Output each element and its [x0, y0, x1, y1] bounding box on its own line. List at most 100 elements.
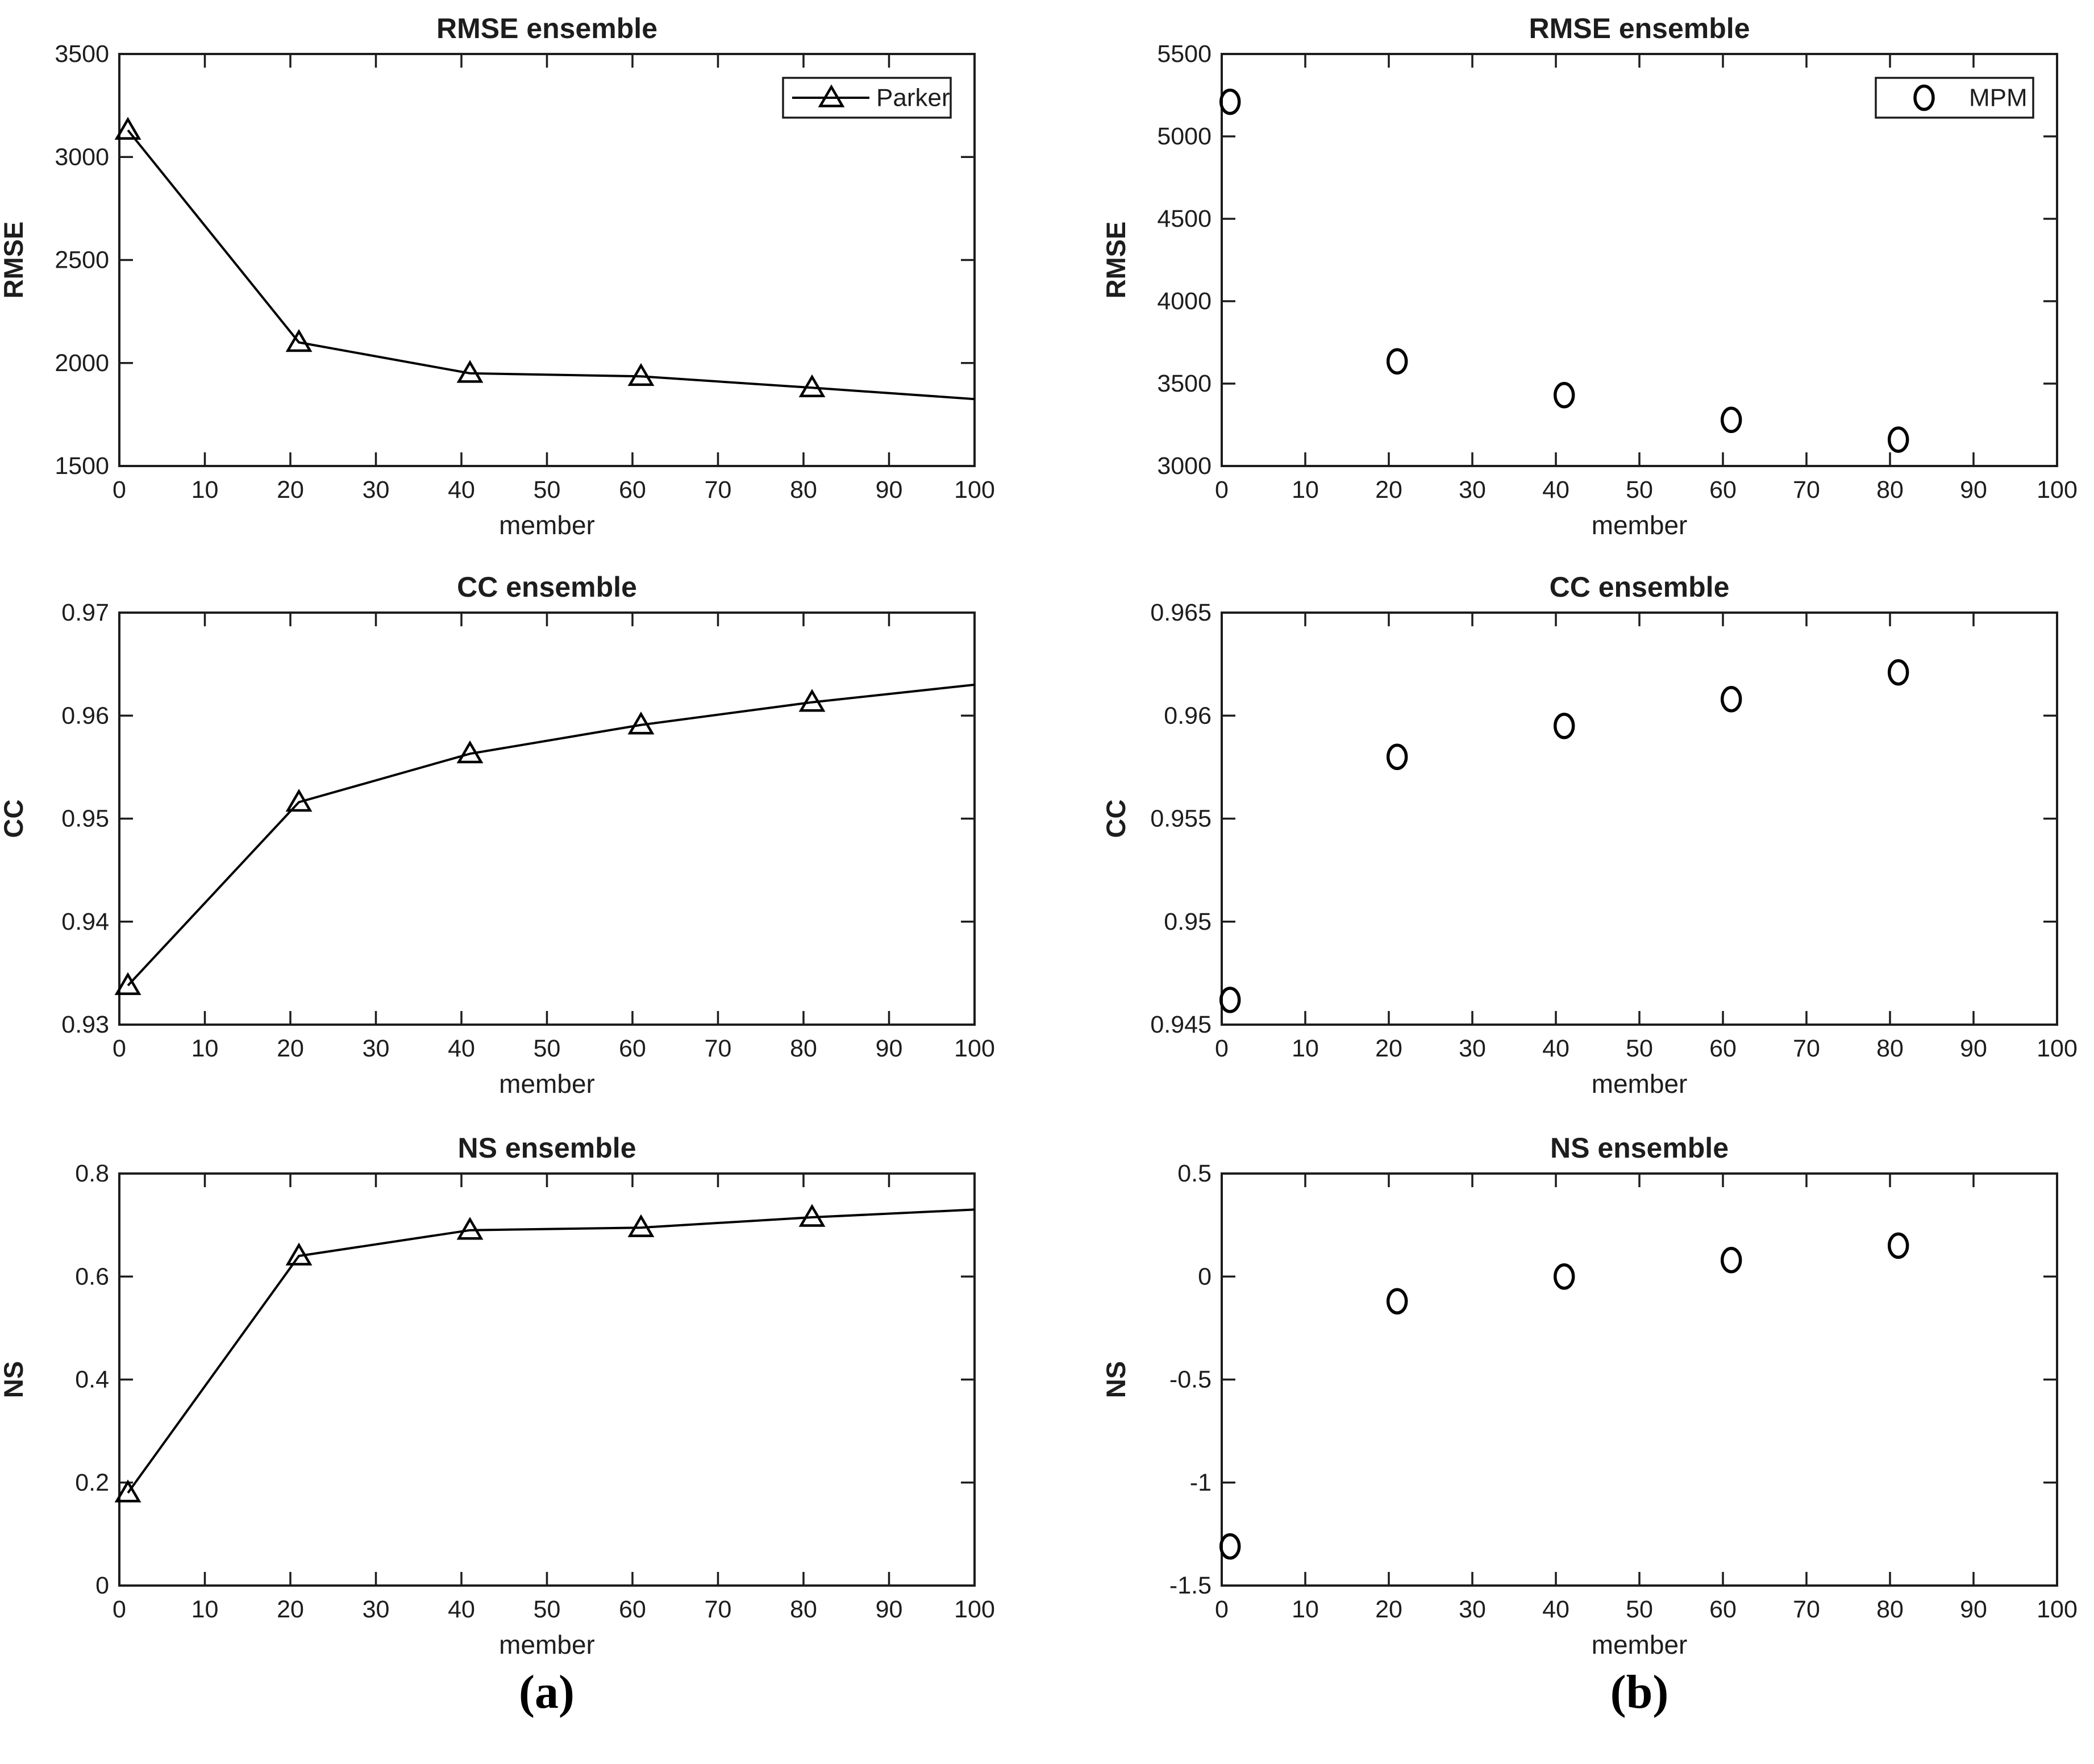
x-tick-label: 90	[1960, 476, 1987, 504]
marker-triangle	[456, 740, 484, 764]
y-tick-label: 2000	[55, 350, 109, 377]
y-tick-label: 0.95	[61, 805, 109, 833]
marker-circle	[1887, 426, 1909, 453]
caption-b: (b)	[1610, 1666, 1669, 1719]
subplot-rmse-mpm: 0 10 20 30 40 50 60 70 80 90 100 3000 3500 4000 4500 50…	[1047, 0, 2094, 563]
x-tick-label: 70	[1793, 1035, 1820, 1062]
x-tick-label: 70	[705, 1596, 732, 1623]
y-tick-label: 2500	[55, 247, 109, 274]
series-line	[127, 129, 975, 401]
x-tick-label: 10	[1292, 476, 1319, 504]
marker-circle	[1553, 382, 1575, 409]
y-tick-label: 0	[95, 1572, 109, 1599]
legend-label: Parker	[876, 84, 950, 112]
x-tick-label: 10	[1292, 1596, 1319, 1623]
marker-triangle	[114, 972, 141, 995]
x-tick-label: 90	[876, 1596, 903, 1623]
caption-a: (a)	[519, 1666, 575, 1719]
x-tick-label: 100	[954, 1035, 995, 1062]
axes-box	[118, 1172, 976, 1587]
legend-label: MPM	[1969, 84, 2028, 112]
marker-triangle	[285, 789, 313, 812]
x-tick-label: 60	[1709, 476, 1737, 504]
x-tick-label: 50	[534, 1596, 561, 1623]
x-tick-label: 50	[1626, 1035, 1653, 1062]
x-tick-label: 0	[1215, 1035, 1229, 1062]
subplot-ns-mpm: 0 10 20 30 40 50 60 70 80 90 100 -1.5 -1 -0.5 0 0.5 NS e…	[1047, 1128, 2094, 1657]
y-axis-label: CC	[1101, 800, 1131, 838]
y-tick-label: 0.96	[1164, 702, 1212, 729]
x-tick-label: 20	[1375, 1035, 1402, 1062]
y-tick-label: 3000	[1157, 452, 1212, 480]
y-axis-label: RMSE	[0, 222, 28, 299]
y-tick-label: -1	[1190, 1469, 1212, 1496]
x-tick-label: 60	[619, 1596, 646, 1623]
x-tick-label: 50	[1626, 1596, 1653, 1623]
y-tick-label: 0.5	[1177, 1160, 1212, 1187]
x-tick-label: 0	[113, 1035, 126, 1062]
x-tick-label: 60	[1709, 1596, 1737, 1623]
x-tick-label: 50	[1626, 476, 1653, 504]
marker-triangle	[627, 363, 655, 386]
marker-circle	[1386, 348, 1408, 375]
marker-circle	[1720, 406, 1742, 434]
x-tick-label: 0	[1215, 1596, 1229, 1623]
x-axis-label: member	[1592, 1069, 1688, 1099]
x-tick-label: 90	[876, 476, 903, 504]
x-tick-label: 40	[1542, 1596, 1570, 1623]
x-tick-label: 10	[192, 476, 219, 504]
x-tick-label: 40	[448, 1596, 475, 1623]
x-tick-label: 100	[954, 476, 995, 504]
marker-circle	[1553, 1263, 1575, 1290]
x-tick-label: 90	[876, 1035, 903, 1062]
y-tick-label: 0.945	[1150, 1011, 1212, 1038]
x-axis-label: member	[499, 510, 595, 540]
marker-triangle	[818, 84, 845, 107]
x-tick-label: 90	[1960, 1596, 1987, 1623]
y-axis-label: NS	[1101, 1361, 1131, 1398]
series-line	[127, 683, 975, 987]
y-tick-label: 0.96	[61, 702, 109, 729]
chart-title: RMSE ensemble	[1529, 13, 1750, 44]
x-tick-label: 20	[277, 1035, 304, 1062]
y-tick-label: 0.4	[75, 1366, 109, 1393]
x-axis-label: member	[1592, 1630, 1688, 1657]
marker-triangle	[114, 117, 141, 140]
x-tick-label: 30	[1459, 1596, 1486, 1623]
x-tick-label: 80	[790, 1596, 817, 1623]
caption-row: (a) (b)	[0, 1657, 2094, 1764]
y-tick-label: 3500	[55, 40, 109, 68]
x-tick-label: 50	[534, 1035, 561, 1062]
y-tick-label: 0.2	[75, 1469, 109, 1496]
y-tick-label: 5000	[1157, 123, 1212, 150]
marker-circle	[1386, 743, 1408, 770]
x-tick-label: 60	[619, 476, 646, 504]
x-tick-label: 80	[1876, 1035, 1904, 1062]
x-axis-label: member	[499, 1069, 595, 1099]
marker-triangle	[456, 1217, 484, 1240]
x-tick-label: 80	[790, 1035, 817, 1062]
x-tick-label: 70	[705, 476, 732, 504]
chart-title: NS ensemble	[1550, 1132, 1729, 1164]
subplot-cc-mpm: 0 10 20 30 40 50 60 70 80 90 100 0.945 0.95 0.955 0.96…	[1047, 563, 2094, 1128]
x-tick-label: 40	[448, 1035, 475, 1062]
y-tick-label: 0.6	[75, 1263, 109, 1290]
x-tick-label: 70	[1793, 1596, 1820, 1623]
chart-cc-parker: 0 10 20 30 40 50 60 70 80 90 100 0.93 0.94 0.95 0.96 0.…	[0, 571, 995, 1099]
marker-triangle	[798, 1204, 826, 1227]
marker-circle	[1219, 88, 1241, 115]
legend-box	[1875, 77, 2034, 119]
x-tick-label: 100	[954, 1596, 995, 1623]
x-axis-label: member	[1592, 510, 1688, 540]
marker-circle	[1887, 1232, 1909, 1259]
y-tick-label: 5500	[1157, 40, 1212, 68]
x-tick-label: 50	[534, 476, 561, 504]
x-tick-label: 10	[192, 1596, 219, 1623]
marker-triangle	[285, 1242, 313, 1266]
marker-circle	[1720, 1247, 1742, 1274]
subplot-cc-parker: 0 10 20 30 40 50 60 70 80 90 100 0.93 0.94 0.95 0.96 0.…	[0, 563, 1047, 1128]
x-tick-label: 40	[1542, 1035, 1570, 1062]
x-tick-label: 60	[619, 1035, 646, 1062]
y-tick-label: 0.95	[1164, 908, 1212, 935]
